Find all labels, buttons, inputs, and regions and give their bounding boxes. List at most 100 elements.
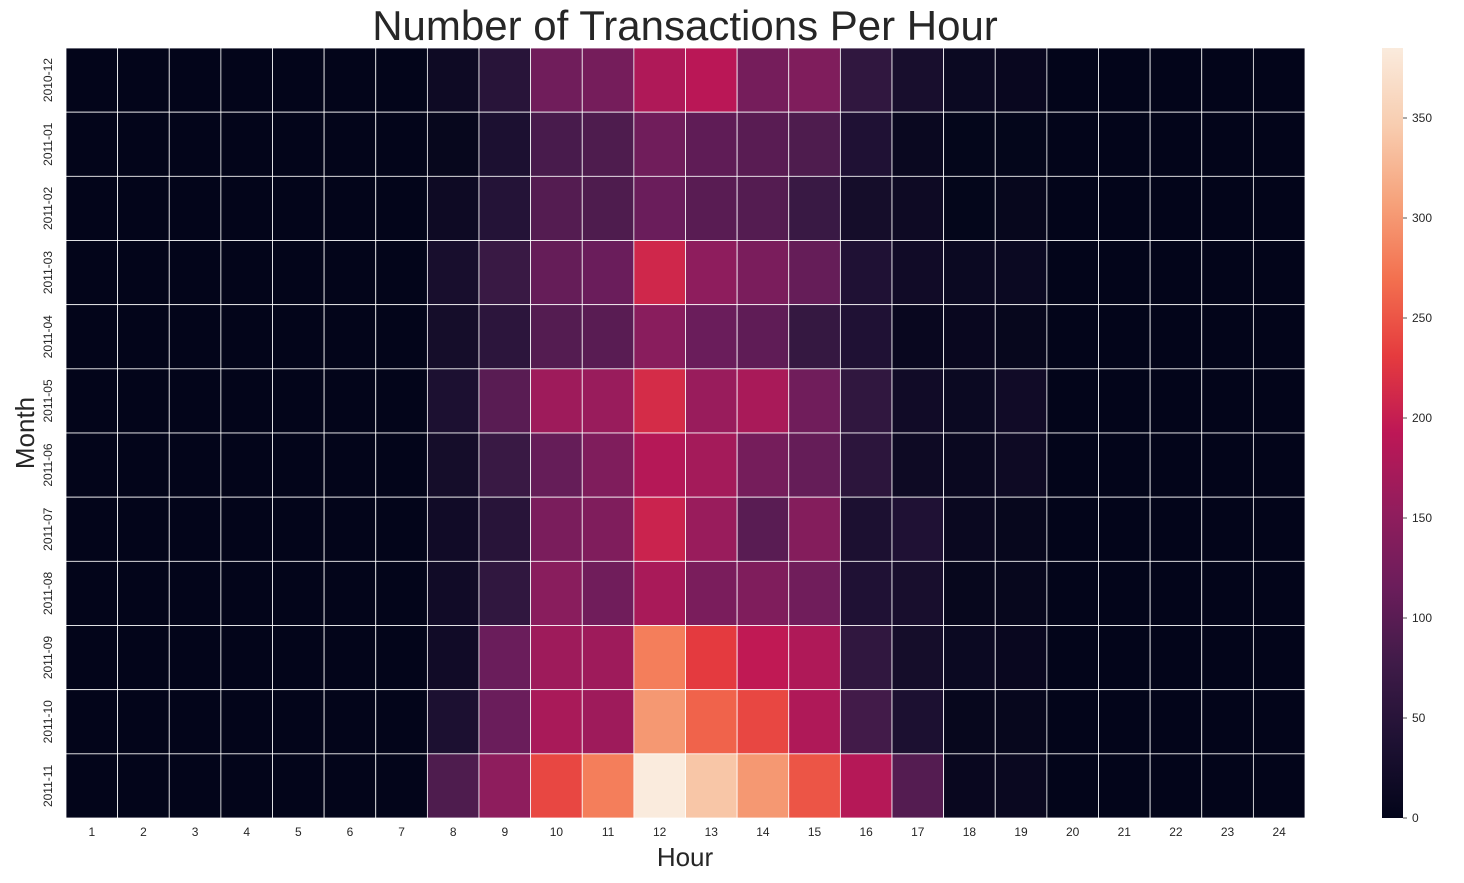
heatmap-cells (65, 47, 1306, 819)
colorbar-tick-label: 100 (1412, 611, 1432, 625)
heatmap-cell (426, 111, 480, 177)
heatmap-cell (943, 47, 996, 113)
heatmap-cell (891, 47, 945, 113)
heatmap-cell (168, 560, 222, 626)
heatmap-cell (943, 175, 996, 241)
heatmap-cell (426, 689, 480, 755)
heatmap-cell (685, 625, 738, 691)
heatmap-cell (1201, 304, 1254, 370)
heatmap-cell (685, 432, 738, 498)
colorbar-tick-label: 350 (1412, 111, 1432, 125)
heatmap-cell (1046, 111, 1099, 177)
heatmap-cell (1252, 689, 1306, 755)
x-tick-label: 10 (550, 825, 564, 839)
heatmap-cell (323, 560, 377, 626)
x-tick-label: 12 (653, 825, 667, 839)
heatmap-cell (478, 368, 532, 434)
heatmap-cell (117, 753, 170, 819)
x-tick-label: 14 (756, 825, 770, 839)
y-tick-label: 2011-09 (41, 636, 55, 679)
heatmap-cell (272, 111, 325, 177)
x-tick-label: 7 (398, 825, 405, 839)
heatmap-cell (633, 47, 686, 113)
heatmap-cell (1098, 304, 1151, 370)
heatmap-cell (1098, 432, 1151, 498)
heatmap-cell (65, 753, 119, 819)
heatmap-cell (1046, 753, 1099, 819)
heatmap-cell (736, 304, 790, 370)
heatmap-cell (323, 496, 377, 562)
heatmap-cell (168, 496, 222, 562)
heatmap-cell (839, 625, 893, 691)
y-tick-label: 2011-08 (41, 572, 55, 615)
heatmap-cell (839, 111, 893, 177)
heatmap-cell (375, 175, 428, 241)
heatmap-cell (1098, 689, 1151, 755)
heatmap-cell (839, 689, 893, 755)
heatmap-cell (1149, 560, 1203, 626)
heatmap-cell (272, 496, 325, 562)
y-tick-label: 2011-01 (41, 122, 55, 165)
heatmap-cell (272, 753, 325, 819)
heatmap-cell (994, 432, 1048, 498)
heatmap-cell (65, 368, 119, 434)
heatmap-cell (581, 304, 635, 370)
colorbar (1382, 48, 1403, 818)
heatmap-cell (375, 47, 428, 113)
heatmap-cell (581, 496, 635, 562)
x-tick-label: 2 (140, 825, 147, 839)
heatmap-cell (375, 753, 428, 819)
heatmap-cell (633, 175, 686, 241)
heatmap-cell (1046, 689, 1099, 755)
heatmap-cell (478, 560, 532, 626)
heatmap-cell (220, 304, 273, 370)
heatmap-cell (220, 625, 273, 691)
heatmap-cell (65, 304, 119, 370)
heatmap-cell (1201, 689, 1254, 755)
x-tick-label: 19 (1014, 825, 1028, 839)
heatmap-cell (530, 47, 583, 113)
x-tick-labels: 1 2 3 4 5 6 7 8 9 10 11 12 13 14 15 16 17 18 19 20 21 22 23 24 (88, 825, 1286, 839)
heatmap-cell (220, 47, 273, 113)
x-tick-label: 13 (705, 825, 719, 839)
heatmap-cell (426, 175, 480, 241)
heatmap-cell (736, 368, 790, 434)
heatmap-cell (994, 625, 1048, 691)
heatmap-cell (117, 432, 170, 498)
heatmap-cell (891, 625, 945, 691)
heatmap-cell (65, 496, 119, 562)
heatmap-cell (117, 240, 170, 306)
heatmap-cell (685, 304, 738, 370)
heatmap-cell (736, 432, 790, 498)
heatmap-cell (633, 111, 686, 177)
heatmap-cell (220, 496, 273, 562)
heatmap-cell (1098, 496, 1151, 562)
heatmap-cell (633, 625, 686, 691)
heatmap-cell (323, 753, 377, 819)
heatmap-cell (426, 625, 480, 691)
heatmap-cell (530, 560, 583, 626)
x-tick-label: 8 (450, 825, 457, 839)
heatmap-cell (633, 560, 686, 626)
heatmap-cell (736, 47, 790, 113)
colorbar-tick-label: 250 (1412, 311, 1432, 325)
heatmap-cell (685, 560, 738, 626)
heatmap-cell (168, 175, 222, 241)
heatmap-cell (478, 175, 532, 241)
x-tick-label: 11 (602, 825, 615, 839)
heatmap-cell (426, 304, 480, 370)
heatmap-cell (117, 560, 170, 626)
heatmap-cell (220, 175, 273, 241)
heatmap-cell (375, 625, 428, 691)
heatmap-cell (633, 689, 686, 755)
heatmap-cell (788, 111, 841, 177)
heatmap-cell (685, 496, 738, 562)
heatmap-cell (736, 175, 790, 241)
heatmap-cell (1252, 240, 1306, 306)
heatmap-cell (581, 368, 635, 434)
heatmap-cell (581, 432, 635, 498)
heatmap-cell (1098, 240, 1151, 306)
heatmap-cell (943, 753, 996, 819)
heatmap-cell (65, 240, 119, 306)
